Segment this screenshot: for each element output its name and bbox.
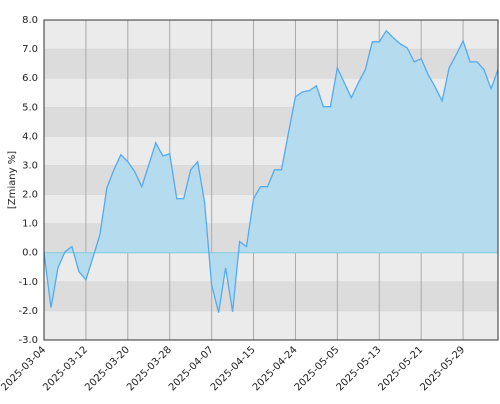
y-tick-label: 5.0 [22,102,38,113]
grid-band [44,252,498,282]
y-axis-label: [Zmiany %] [7,151,18,209]
grid-band [44,310,498,340]
y-tick-label: -1.0 [18,277,38,288]
y-tick-label: 1.0 [22,219,38,230]
y-tick-label: 3.0 [22,160,38,171]
y-tick-label: 0.0 [22,248,38,259]
y-tick-label: 2.0 [22,190,38,201]
y-tick-label: 4.0 [22,131,38,142]
y-tick-label: -3.0 [18,335,38,346]
y-tick-label: 8.0 [22,15,38,26]
area-fill [44,30,498,313]
grid-band [44,281,498,311]
grid-band [44,20,498,50]
y-tick-label: 6.0 [22,73,38,84]
grid-band [44,49,498,79]
y-tick-label: -2.0 [18,306,38,317]
line [43,29,499,313]
y-tick-label: 7.0 [22,44,38,55]
plot-border [43,19,499,341]
x-tick-label: 2025-05-29 [418,344,467,393]
